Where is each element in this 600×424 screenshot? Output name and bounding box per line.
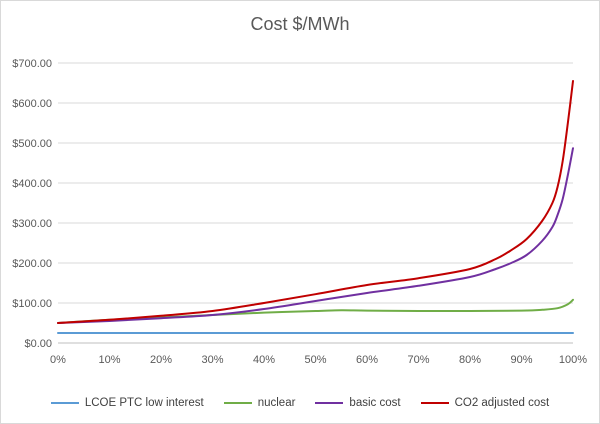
legend-item: basic cost bbox=[315, 394, 401, 412]
x-tick-label: 0% bbox=[50, 354, 66, 366]
legend-item: CO2 adjusted cost bbox=[420, 394, 550, 412]
y-tick-label: $200.00 bbox=[12, 258, 52, 270]
y-tick-label: $100.00 bbox=[12, 298, 52, 310]
chart-title: Cost $/MWh bbox=[250, 14, 350, 34]
y-tick-label: $0.00 bbox=[24, 338, 52, 350]
x-tick-label: 80% bbox=[459, 354, 481, 366]
x-tick-label: 100% bbox=[559, 354, 587, 366]
x-tick-label: 90% bbox=[510, 354, 532, 366]
legend-swatch bbox=[50, 402, 79, 404]
legend-item: LCOE PTC low interest bbox=[50, 394, 204, 412]
legend-label: basic cost bbox=[349, 397, 401, 409]
y-tick-label: $300.00 bbox=[12, 218, 52, 230]
x-tick-label: 30% bbox=[201, 354, 223, 366]
legend-item: nuclear bbox=[223, 394, 296, 412]
x-tick-label: 20% bbox=[150, 354, 172, 366]
x-tick-label: 40% bbox=[253, 354, 275, 366]
legend-swatch bbox=[315, 402, 344, 404]
legend-label: LCOE PTC low interest bbox=[84, 397, 204, 409]
y-tick-label: $400.00 bbox=[12, 178, 52, 190]
x-tick-label: 50% bbox=[304, 354, 326, 366]
legend-label: CO2 adjusted cost bbox=[454, 397, 550, 409]
x-tick-label: 10% bbox=[98, 354, 120, 366]
x-tick-label: 70% bbox=[407, 354, 429, 366]
y-tick-label: $700.00 bbox=[12, 58, 52, 70]
y-tick-label: $500.00 bbox=[12, 138, 52, 150]
x-tick-label: 60% bbox=[356, 354, 378, 366]
series-line-basic-cost bbox=[57, 147, 574, 324]
legend-swatch bbox=[223, 402, 252, 404]
series-line-co2-adjusted-cost bbox=[57, 80, 574, 324]
chart-legend: LCOE PTC low interest nuclear basic cost CO… bbox=[0, 394, 600, 412]
legend-label: nuclear bbox=[257, 397, 296, 409]
legend-swatch bbox=[420, 402, 449, 404]
y-tick-label: $600.00 bbox=[12, 98, 52, 110]
